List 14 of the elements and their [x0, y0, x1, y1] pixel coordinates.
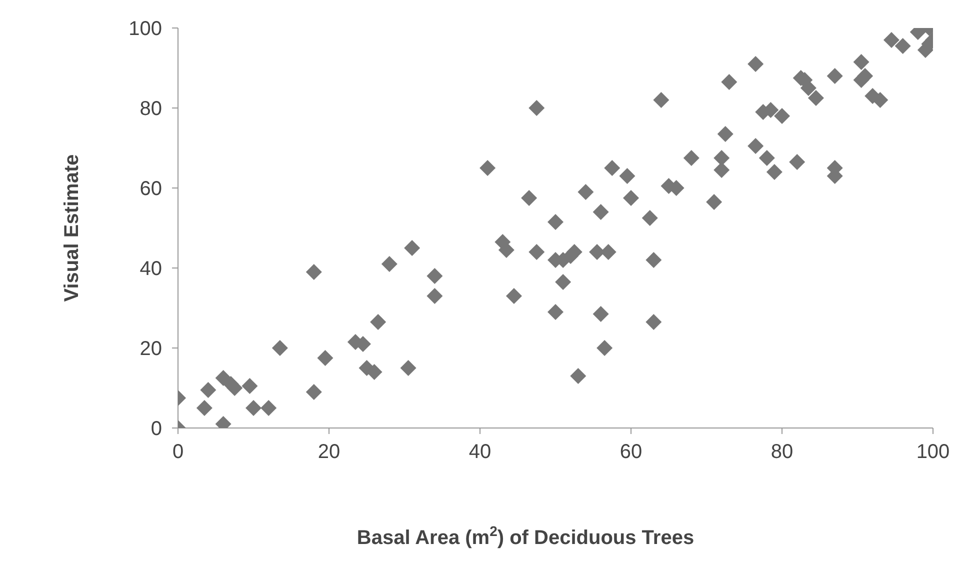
- x-tick-label: 0: [172, 441, 184, 464]
- x-tick-label: 100: [916, 441, 950, 464]
- y-tick-label: 60: [140, 178, 162, 200]
- x-tick-label: 60: [620, 441, 642, 464]
- x-tick-label: 20: [318, 441, 340, 464]
- x-tick-label: 80: [770, 441, 794, 464]
- y-tick-label: 40: [140, 258, 162, 280]
- y-tick-label: 0: [150, 418, 162, 440]
- x-tick-label: 40: [468, 441, 492, 464]
- y-axis-title: Visual Estimate: [61, 154, 83, 302]
- y-tick-label: 100: [128, 18, 162, 40]
- y-tick-label: 20: [140, 338, 162, 360]
- y-tick-label: 80: [140, 98, 162, 120]
- x-axis-title: Basal Area (m$^{2}$) of Deciduous Trees: [356, 523, 694, 549]
